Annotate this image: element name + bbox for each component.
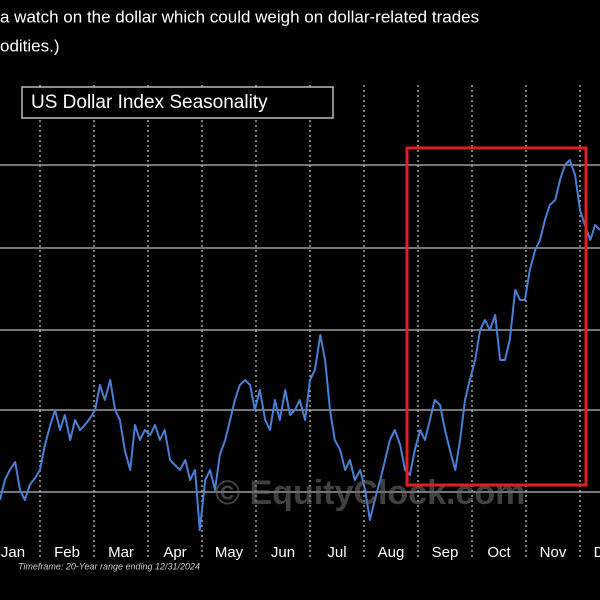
x-tick-label: Jul — [327, 544, 346, 561]
x-tick-label: Jun — [271, 544, 295, 561]
watermark: © EquityClock.com — [215, 474, 525, 512]
post-text: a watch on the dollar which could weigh … — [0, 7, 479, 26]
footnote: Timeframe: 20-Year range ending 12/31/20… — [18, 561, 200, 571]
data-line — [0, 159, 600, 531]
x-tick-label: Oct — [487, 544, 511, 561]
highlight-box — [405, 146, 588, 487]
x-tick-label: Sep — [432, 544, 459, 561]
x-tick-label: Aug — [378, 544, 405, 561]
x-tick-label: Jan — [1, 544, 25, 561]
post-text: odities.) — [0, 36, 60, 55]
x-tick-label: Feb — [54, 544, 80, 561]
x-tick-label: Mar — [108, 544, 134, 561]
x-tick-label: May — [215, 544, 244, 561]
x-tick-label: Apr — [163, 544, 186, 561]
chart-title: US Dollar Index Seasonality — [31, 92, 268, 113]
plot: Jan Feb Mar Apr May Jun Jul Aug Sep Oct Nov Dec — [0, 85, 600, 561]
title-box — [21, 86, 334, 119]
x-tick-label: Dec — [594, 544, 600, 561]
x-tick-label: Nov — [540, 544, 567, 561]
